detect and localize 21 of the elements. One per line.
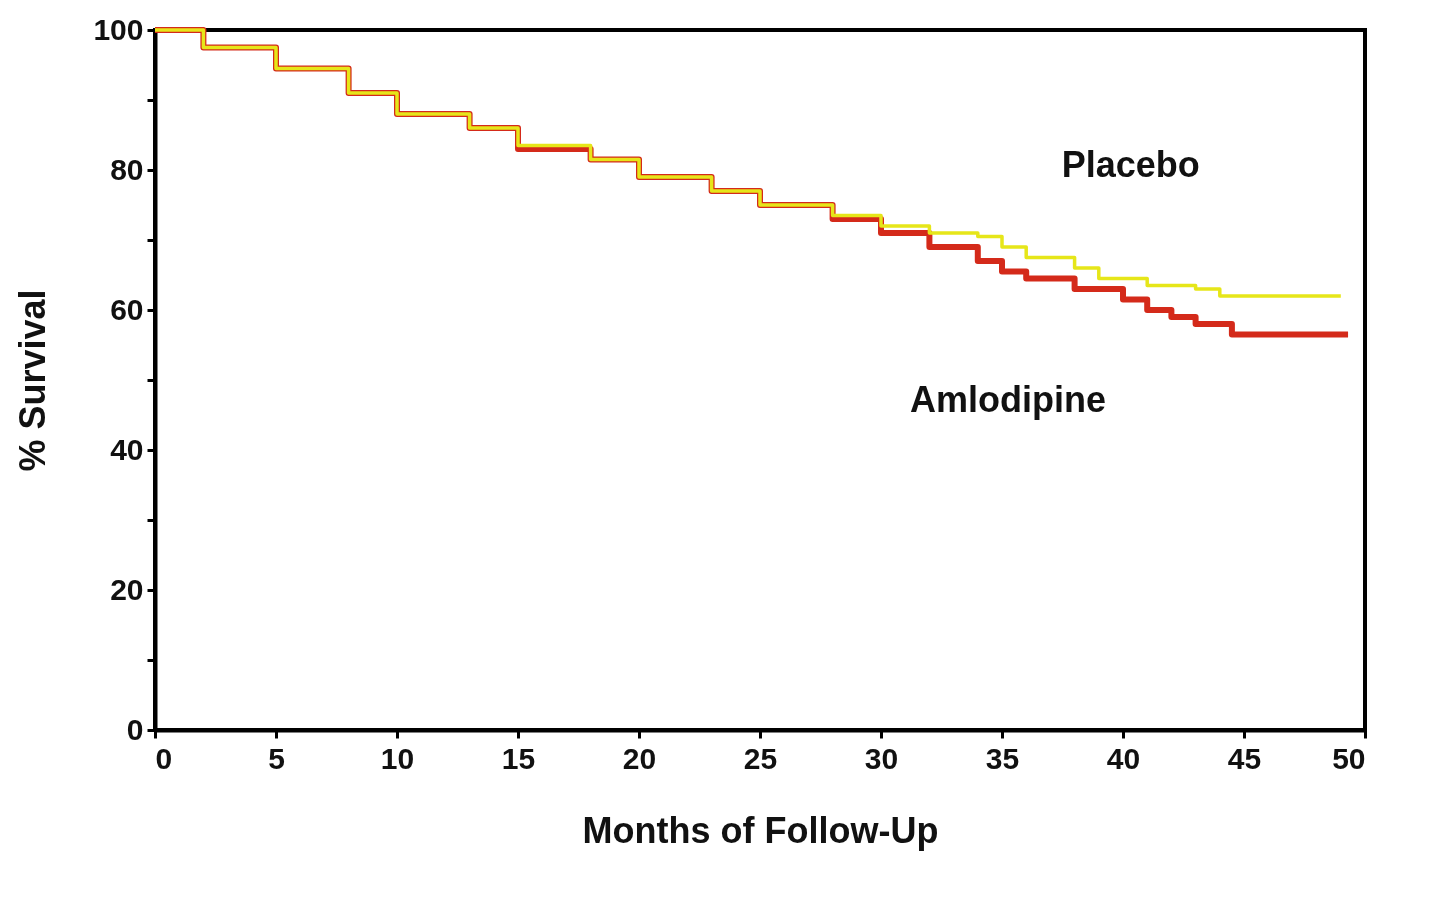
y-tick-label: 100 <box>93 12 144 46</box>
y-tick-label: 40 <box>110 432 144 466</box>
y-tick-label: 80 <box>110 152 144 186</box>
x-tick-label: 40 <box>1106 741 1141 775</box>
x-tick-label: 0 <box>155 741 173 775</box>
x-tick-label: 30 <box>864 741 899 775</box>
y-tick-label: 0 <box>126 712 144 746</box>
x-tick-label: 45 <box>1227 741 1262 775</box>
x-tick-label: 35 <box>985 741 1020 775</box>
y-axis-title: % Survival <box>12 289 54 472</box>
y-tick-label: 20 <box>110 572 144 606</box>
x-axis-title: Months of Follow-Up <box>582 809 939 851</box>
x-tick-label: 25 <box>743 741 778 775</box>
x-tick-label: 50 <box>1332 741 1366 775</box>
x-tick-label: 10 <box>380 741 415 775</box>
series-label: Placebo <box>1061 144 1200 185</box>
x-tick-label: 20 <box>622 741 657 775</box>
x-tick-label: 5 <box>268 741 285 775</box>
y-tick-label: 60 <box>110 292 144 326</box>
text: Amlodipine <box>910 378 1107 420</box>
x-tick-label: 15 <box>501 741 536 775</box>
